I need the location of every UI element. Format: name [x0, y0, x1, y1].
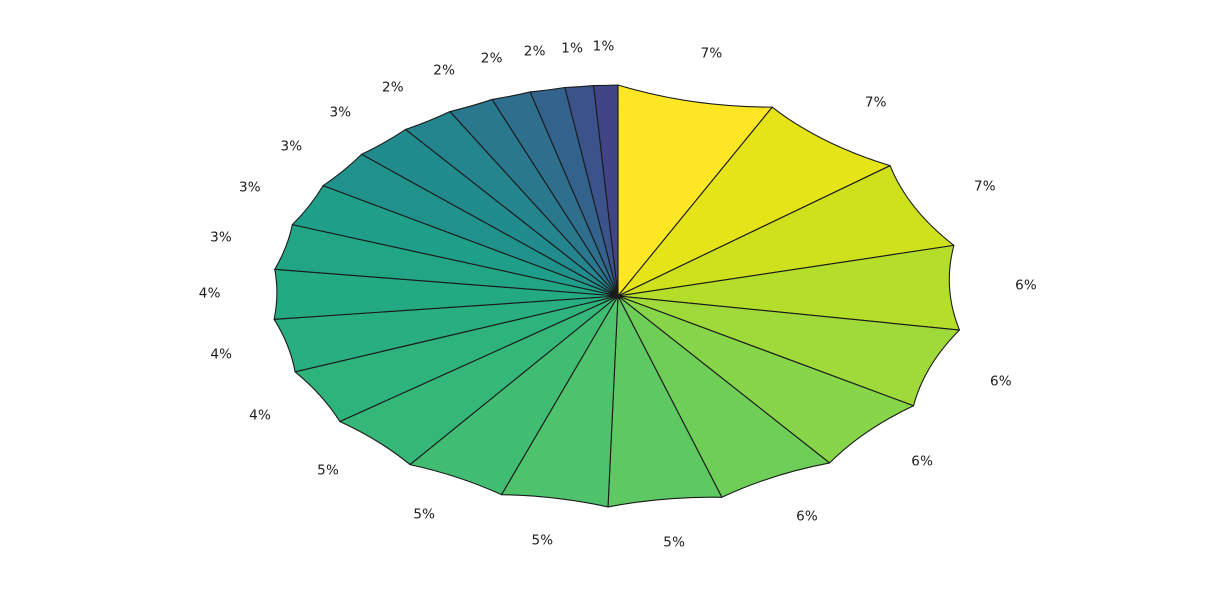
- pie-slice-percent-label: 1%: [561, 39, 584, 56]
- pie-slice-percent-label: 6%: [1015, 277, 1037, 294]
- pie-slice-percent-label: 6%: [911, 453, 934, 470]
- pie-slice[interactable]: [593, 84, 619, 297]
- pie-slice[interactable]: [617, 244, 961, 331]
- pie-slices-group: [273, 84, 961, 508]
- pie-slice[interactable]: [617, 295, 915, 464]
- pie-slice[interactable]: [617, 106, 891, 297]
- pie-slice-percent-label: 2%: [433, 61, 456, 78]
- pie-slice-percent-label: 5%: [663, 533, 686, 550]
- pie-slice[interactable]: [617, 165, 955, 297]
- pie-slice-percent-label: 5%: [531, 531, 554, 548]
- pie-slice-percent-label: 2%: [523, 43, 546, 60]
- pie-slice-percent-label: 5%: [317, 462, 340, 479]
- pie-slice-percent-label: 2%: [381, 79, 404, 96]
- pie-slice[interactable]: [617, 84, 773, 297]
- pie-slice-percent-label: 4%: [210, 346, 233, 363]
- pie-slice-percent-label: 4%: [249, 407, 272, 424]
- pie-slice-percent-label: 3%: [210, 229, 232, 246]
- pie-slice-percent-label: 6%: [796, 507, 818, 524]
- pie-slice-percent-label: 2%: [480, 50, 503, 67]
- pie-slice-percent-label: 7%: [700, 44, 723, 61]
- pie-slice-percent-label: 7%: [973, 178, 996, 195]
- pie-slice-percent-label: 4%: [198, 285, 221, 302]
- pie-slice-percent-label: 3%: [280, 137, 303, 154]
- pie-slice-percent-label: 6%: [989, 373, 1012, 390]
- pie-slice-percent-label: 7%: [864, 94, 887, 111]
- pie-slice-percent-label: 5%: [413, 506, 436, 523]
- pie-slice[interactable]: [617, 295, 961, 407]
- pie-slice-percent-label: 1%: [592, 38, 615, 55]
- pie-slice-percent-label: 3%: [238, 179, 261, 196]
- pie-slice-percent-label: 3%: [329, 104, 352, 121]
